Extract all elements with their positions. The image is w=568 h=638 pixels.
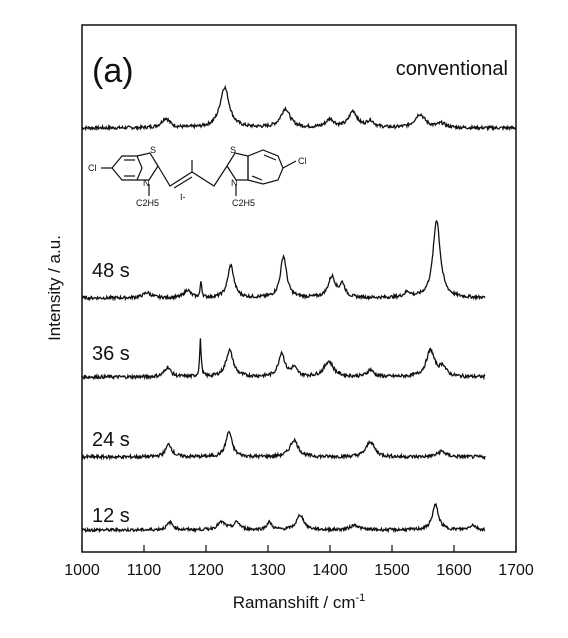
spectrum-line-1 bbox=[81, 219, 486, 302]
spectrum-labels: conventional 48 s 36 s 24 s 12 s bbox=[92, 58, 508, 527]
x-tick-label-1600: 1600 bbox=[436, 562, 472, 579]
y-axis-title: Intensity / a.u. bbox=[45, 235, 64, 341]
mol-label-ethyl-left: C2H5 bbox=[136, 198, 159, 208]
spectra bbox=[81, 84, 517, 534]
x-ticks bbox=[81, 545, 517, 552]
molecule-labels: Cl S N C2H5 I- S N C2H5 Cl bbox=[88, 145, 307, 208]
spectrum-label-0: conventional bbox=[396, 58, 508, 80]
mol-label-s-right: S bbox=[230, 145, 236, 155]
x-tick-label-1400: 1400 bbox=[312, 562, 348, 579]
right-benzene-ring bbox=[247, 149, 284, 185]
x-axis-title-superscript: -1 bbox=[356, 592, 366, 604]
spectrum-label-1: 48 s bbox=[92, 260, 130, 282]
x-tick-label-1000: 1000 bbox=[64, 562, 100, 579]
x-tick-label-1200: 1200 bbox=[188, 562, 224, 579]
x-axis-title-main: Ramanshift / cm bbox=[233, 593, 356, 612]
mol-label-iodide: I- bbox=[180, 192, 186, 202]
spectrum-label-2: 36 s bbox=[92, 343, 130, 365]
mol-label-s-left: S bbox=[150, 145, 156, 155]
left-thiazole-ring bbox=[136, 152, 159, 181]
x-tick-label-1700: 1700 bbox=[498, 562, 534, 579]
right-thiazole-ring bbox=[226, 152, 249, 181]
spectrum-line-3 bbox=[81, 430, 486, 461]
spectrum-line-4 bbox=[81, 502, 486, 534]
mol-label-n-left: N bbox=[143, 178, 150, 188]
spectrum-label-3: 24 s bbox=[92, 429, 130, 451]
mol-label-n-right: N bbox=[231, 178, 238, 188]
spectrum-line-2 bbox=[81, 338, 486, 381]
plot-frame bbox=[81, 24, 517, 553]
x-tick-label-1100: 1100 bbox=[127, 562, 162, 579]
mol-label-ethyl-right: C2H5 bbox=[232, 198, 255, 208]
right-cl-bond bbox=[282, 160, 297, 169]
right-ring-inner-bond-2 bbox=[251, 175, 263, 181]
x-tick-label-1300: 1300 bbox=[250, 562, 286, 579]
x-tick-label-1500: 1500 bbox=[374, 562, 410, 579]
x-tick-labels: 1000 1100 1200 1300 1400 1500 1600 1700 bbox=[64, 562, 534, 579]
right-ring-inner-bond bbox=[263, 154, 277, 161]
panel-label: (a) bbox=[92, 52, 134, 90]
spectrum-label-4: 12 s bbox=[92, 505, 130, 527]
mol-label-cl-left: Cl bbox=[88, 163, 97, 173]
mol-label-cl-right: Cl bbox=[298, 156, 307, 166]
methine-double-bond bbox=[173, 176, 193, 189]
left-benzene-ring bbox=[111, 155, 143, 181]
x-axis-title: Ramanshift / cm-1 bbox=[233, 592, 366, 612]
spectrum-line-0 bbox=[81, 84, 517, 132]
molecule-structure bbox=[101, 149, 297, 196]
